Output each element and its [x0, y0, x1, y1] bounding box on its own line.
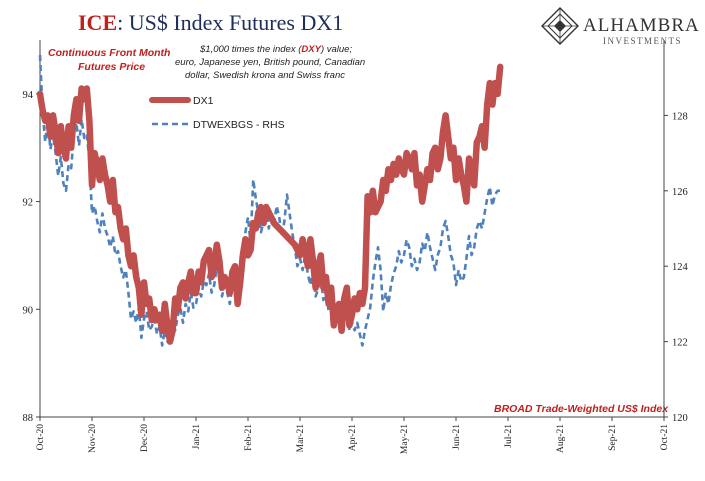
- x-tick-label: Dec-20: [140, 424, 150, 452]
- y-tick-right-label: 122: [672, 338, 688, 349]
- axes: [39, 40, 665, 418]
- front-month-note-line2: Futures Price: [78, 61, 145, 73]
- y-tick-left-label: 94: [23, 90, 34, 101]
- x-tick-label: Aug-21: [556, 424, 566, 453]
- x-tick-label: Feb-21: [244, 424, 254, 451]
- legend: DX1 DTWEXBGS - RHS: [149, 95, 285, 131]
- y-tick-left-label: 92: [23, 198, 34, 209]
- brand-subtitle: INVESTMENTS: [603, 36, 682, 46]
- description-line2: euro, Japanese yen, British pound, Canad…: [175, 57, 365, 68]
- x-tick-label: Mar-21: [296, 424, 306, 453]
- y-tick-right-label: 126: [672, 187, 688, 198]
- y-tick-right-label: 120: [672, 413, 688, 424]
- front-month-note-line1: Continuous Front Month: [48, 47, 170, 59]
- brand-logo: ALHAMBRA INVESTMENTS: [541, 7, 700, 46]
- x-tick-label: Jan-21: [192, 424, 202, 450]
- chart-title: ICE: US$ Index Futures DX1: [78, 10, 343, 35]
- description-line1: $1,000 times the index (DXY) value;: [199, 44, 352, 55]
- x-ticks: Oct-20 Nov-20 Dec-20 Jan-21 Feb-21 Mar-21 Apr-…: [36, 417, 670, 454]
- title-rest: : US$ Index Futures DX1: [117, 10, 343, 35]
- title-prefix: ICE: [78, 10, 117, 35]
- x-tick-label: Nov-20: [88, 424, 98, 453]
- legend-label-dtwexbgs: DTWEXBGS - RHS: [193, 119, 285, 131]
- series-layer: [36, 55, 504, 347]
- y-tick-right-label: 124: [672, 262, 689, 273]
- x-tick-label: Oct-21: [660, 424, 670, 451]
- y-ticks-left: 88 90 92 94: [23, 90, 40, 424]
- x-tick-label: Apr-21: [348, 424, 358, 451]
- x-tick-label: Sep-21: [608, 424, 618, 451]
- brand-emblem-icon: [541, 7, 579, 45]
- x-tick-label: May-21: [400, 424, 410, 454]
- y-ticks-right: 120 122 124 126 128: [664, 111, 689, 424]
- legend-label-dx1: DX1: [193, 95, 214, 107]
- y-tick-left-label: 90: [23, 305, 34, 316]
- x-tick-label: Jun-21: [452, 424, 462, 450]
- series-line-dx1: [36, 63, 504, 345]
- x-tick-label: Jul-21: [504, 424, 514, 448]
- broad-index-note: BROAD Trade-Weighted US$ Index: [494, 403, 669, 415]
- y-tick-right-label: 128: [672, 111, 688, 122]
- x-tick-label: Oct-20: [36, 424, 46, 451]
- description-line3: dollar, Swedish krona and Swiss franc: [185, 70, 345, 81]
- brand-name: ALHAMBRA: [583, 15, 700, 36]
- y-tick-left-label: 88: [23, 413, 34, 424]
